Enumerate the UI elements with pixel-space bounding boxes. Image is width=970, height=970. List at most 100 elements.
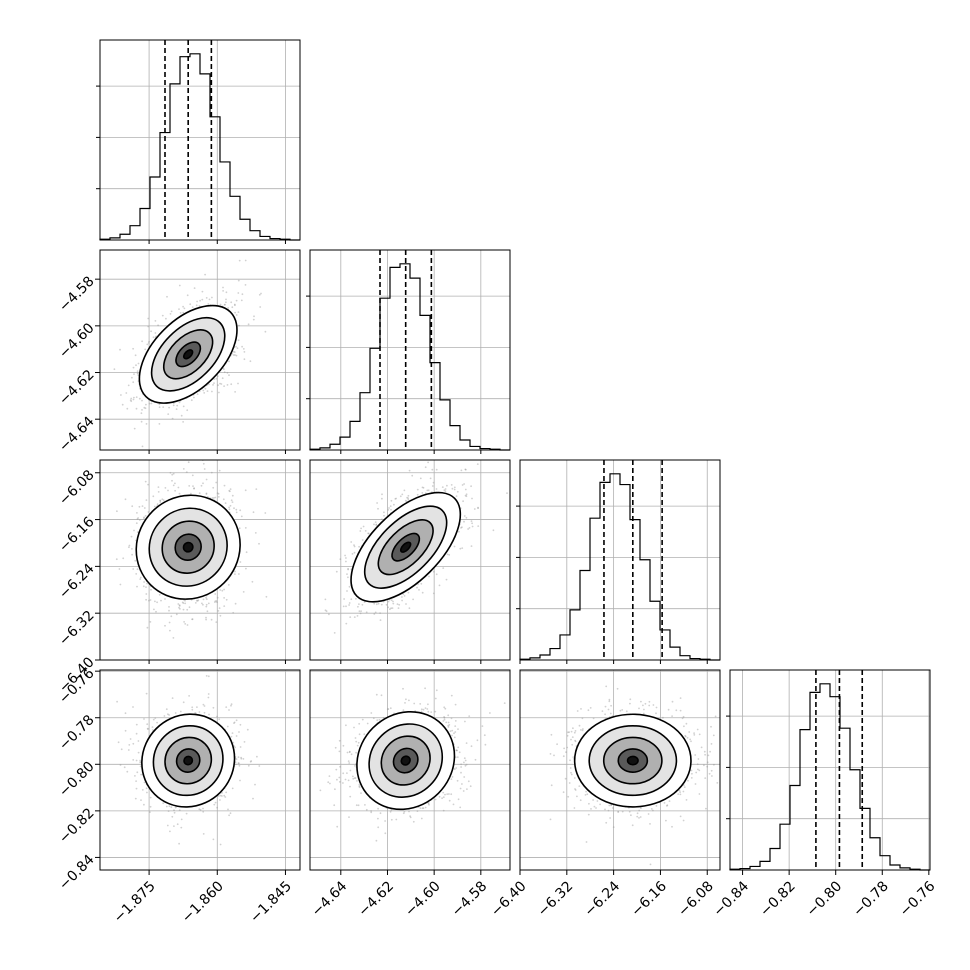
sample-point <box>461 484 464 486</box>
sample-point <box>121 403 124 406</box>
sample-point <box>235 763 237 766</box>
sample-point <box>113 368 116 371</box>
sample-point <box>225 791 228 794</box>
sample-point <box>122 557 125 560</box>
sample-point <box>258 765 261 767</box>
sample-point <box>462 500 464 503</box>
sample-point <box>232 611 235 614</box>
sample-point <box>205 297 208 299</box>
sample-point <box>258 293 261 296</box>
sample-point <box>131 548 133 550</box>
sample-point <box>360 527 362 530</box>
sample-point <box>136 585 138 588</box>
sample-point <box>171 473 174 476</box>
sample-point <box>215 481 218 484</box>
sample-point <box>132 398 135 401</box>
sample-point <box>149 599 152 601</box>
sample-point <box>234 570 236 573</box>
histogram-step-line <box>309 263 510 451</box>
sample-point <box>232 350 235 353</box>
sample-point <box>133 373 135 375</box>
sample-point <box>143 517 145 520</box>
histogram-panel-0 <box>96 39 301 241</box>
sample-point <box>431 468 434 471</box>
sample-point <box>464 488 467 491</box>
sample-point <box>132 366 135 369</box>
sample-point <box>215 377 218 380</box>
sample-point <box>381 497 383 500</box>
sample-point <box>156 503 159 506</box>
sample-point <box>224 303 226 306</box>
sample-point <box>416 488 419 491</box>
sample-point <box>407 498 410 501</box>
sample-point <box>201 290 204 293</box>
sample-point <box>421 492 424 494</box>
sample-point <box>146 582 149 585</box>
sample-point <box>375 523 378 526</box>
sample-point <box>166 824 169 827</box>
sample-point <box>393 503 395 506</box>
sample-point <box>191 618 194 621</box>
sample-point <box>234 304 236 307</box>
sample-point <box>229 490 231 493</box>
sample-point <box>245 567 247 570</box>
sample-point <box>218 607 221 609</box>
sample-point <box>471 497 473 500</box>
sample-point <box>196 300 199 303</box>
sample-point <box>144 480 147 483</box>
sample-point <box>397 607 400 609</box>
sample-point <box>219 303 222 306</box>
sample-point <box>162 802 165 805</box>
sample-point <box>225 706 228 708</box>
sample-point <box>129 399 132 401</box>
sample-point <box>156 601 159 604</box>
sample-point <box>442 567 445 569</box>
sample-point <box>234 391 237 393</box>
sample-point <box>144 407 147 410</box>
sample-point <box>404 499 407 502</box>
sample-point <box>235 758 238 760</box>
sample-point <box>361 603 364 606</box>
sample-point <box>179 608 181 610</box>
sample-point <box>216 375 219 378</box>
sample-point <box>356 615 359 617</box>
sample-point <box>244 284 247 286</box>
sample-point <box>476 463 479 465</box>
density-panel-0-2 <box>99 459 301 661</box>
density-panel-0-1 <box>99 249 301 451</box>
sample-point <box>348 604 350 606</box>
sample-point <box>139 576 142 579</box>
sample-point <box>158 593 161 596</box>
sample-point <box>143 718 145 720</box>
sample-point <box>390 607 392 610</box>
sample-point <box>178 606 180 609</box>
sample-point <box>408 469 411 472</box>
sample-point <box>353 544 355 546</box>
sample-point <box>205 616 207 619</box>
sample-point <box>147 325 150 328</box>
sample-point <box>233 722 235 724</box>
sample-point <box>145 593 148 595</box>
sample-point <box>345 605 347 608</box>
sample-point <box>463 520 465 523</box>
sample-point <box>237 382 239 385</box>
sample-point <box>205 493 208 495</box>
sample-point <box>234 311 237 314</box>
sample-point <box>183 307 186 310</box>
sample-point <box>467 528 469 530</box>
sample-point <box>345 560 347 563</box>
sample-point <box>179 710 182 713</box>
sample-point <box>373 613 376 615</box>
sample-point <box>191 708 194 711</box>
sample-point <box>215 600 218 602</box>
sample-point <box>186 294 189 297</box>
sample-point <box>161 314 164 317</box>
sample-point <box>346 573 348 575</box>
sample-point <box>450 484 453 486</box>
sample-point <box>137 372 140 374</box>
sample-point <box>127 546 130 549</box>
sample-point <box>403 489 406 492</box>
sample-point <box>136 372 139 375</box>
sample-point <box>445 454 447 456</box>
sample-point <box>396 603 399 605</box>
